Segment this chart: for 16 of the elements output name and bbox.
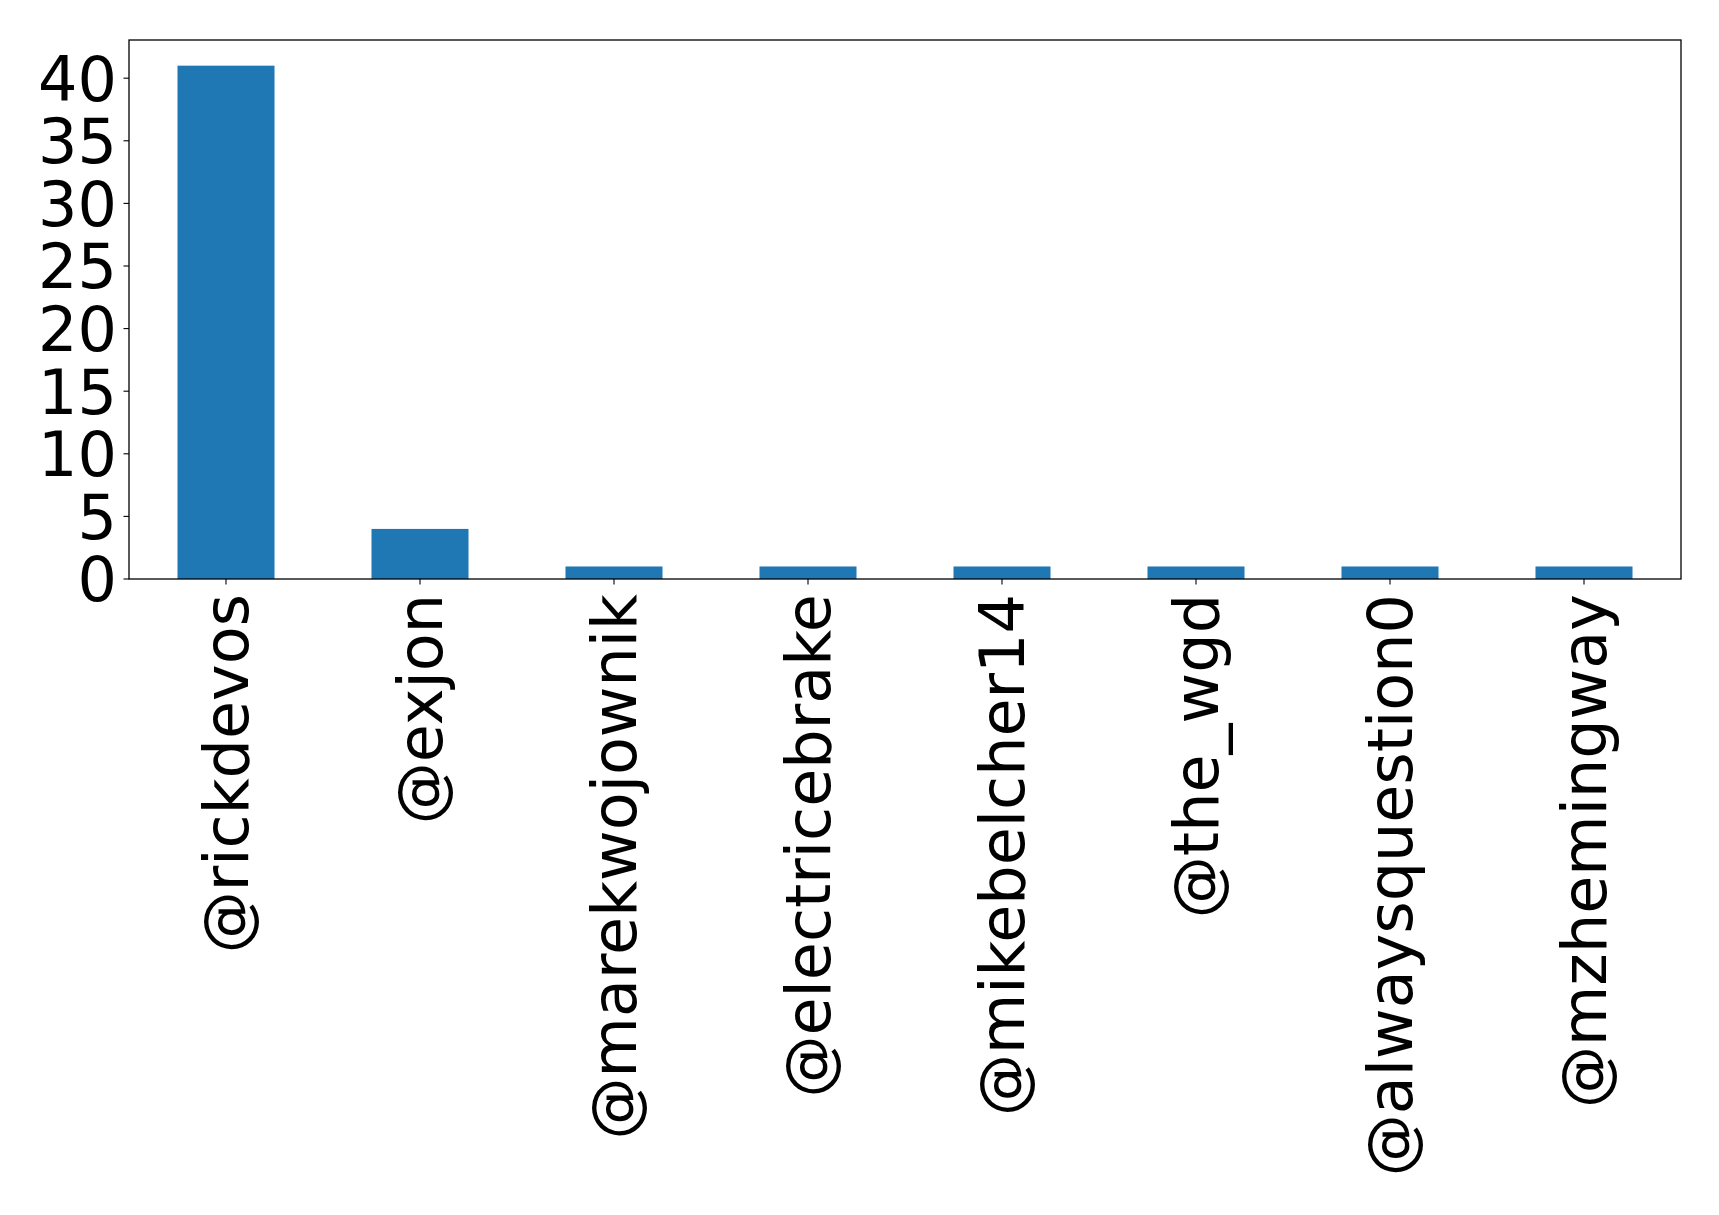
x-tick-label: @the_wgd bbox=[1160, 594, 1234, 919]
bar bbox=[953, 566, 1051, 579]
x-tick-label: @alwaysquestion0 bbox=[1354, 594, 1428, 1177]
bar bbox=[371, 528, 469, 579]
bar bbox=[1147, 566, 1245, 579]
x-tick-label: @rickdevos bbox=[190, 594, 264, 954]
x-tick-label: @electricebrake bbox=[772, 594, 846, 1098]
x-tick-label: @mikebelcher14 bbox=[966, 594, 1040, 1117]
bar bbox=[565, 566, 663, 579]
x-tick-label: @exjon bbox=[384, 594, 458, 825]
bar bbox=[177, 65, 275, 579]
x-tick-label: @mzhemingway bbox=[1548, 594, 1622, 1109]
bar bbox=[759, 566, 857, 579]
bar bbox=[1341, 566, 1439, 579]
bar bbox=[1535, 566, 1633, 579]
x-tick-label: @marekwojownik bbox=[578, 593, 652, 1140]
